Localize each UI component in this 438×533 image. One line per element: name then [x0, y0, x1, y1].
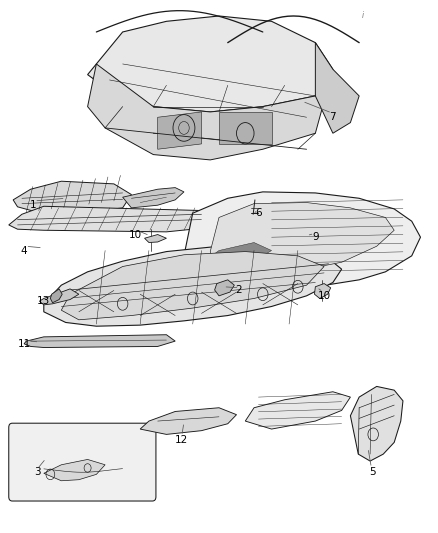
Text: 1: 1: [29, 200, 36, 210]
Polygon shape: [215, 280, 234, 296]
Text: 12: 12: [175, 435, 188, 445]
Polygon shape: [210, 203, 394, 281]
Polygon shape: [184, 192, 420, 294]
Polygon shape: [50, 289, 62, 303]
Text: 4: 4: [21, 246, 28, 255]
Polygon shape: [88, 16, 333, 112]
Polygon shape: [44, 246, 342, 326]
Polygon shape: [140, 408, 237, 434]
Text: 11: 11: [18, 339, 31, 349]
Polygon shape: [314, 284, 331, 298]
Text: 10: 10: [318, 291, 331, 301]
Polygon shape: [219, 112, 272, 144]
Text: 3: 3: [34, 467, 41, 477]
Polygon shape: [44, 459, 105, 481]
Polygon shape: [350, 386, 403, 461]
Polygon shape: [24, 335, 175, 348]
Text: 6: 6: [255, 208, 262, 218]
Polygon shape: [158, 112, 201, 149]
Text: i: i: [362, 12, 364, 20]
Polygon shape: [123, 188, 184, 208]
Text: 7: 7: [329, 112, 336, 122]
Text: 13: 13: [37, 296, 50, 306]
Polygon shape: [88, 64, 333, 160]
Polygon shape: [61, 252, 324, 320]
Polygon shape: [13, 181, 131, 213]
Text: 2: 2: [235, 286, 242, 295]
Polygon shape: [315, 43, 359, 133]
Polygon shape: [210, 243, 272, 264]
Polygon shape: [9, 206, 210, 232]
Text: 9: 9: [312, 232, 319, 242]
Polygon shape: [145, 235, 166, 243]
Polygon shape: [39, 289, 79, 305]
Text: 10: 10: [129, 230, 142, 239]
Text: 5: 5: [369, 467, 376, 477]
Polygon shape: [245, 392, 350, 429]
FancyBboxPatch shape: [9, 423, 156, 501]
